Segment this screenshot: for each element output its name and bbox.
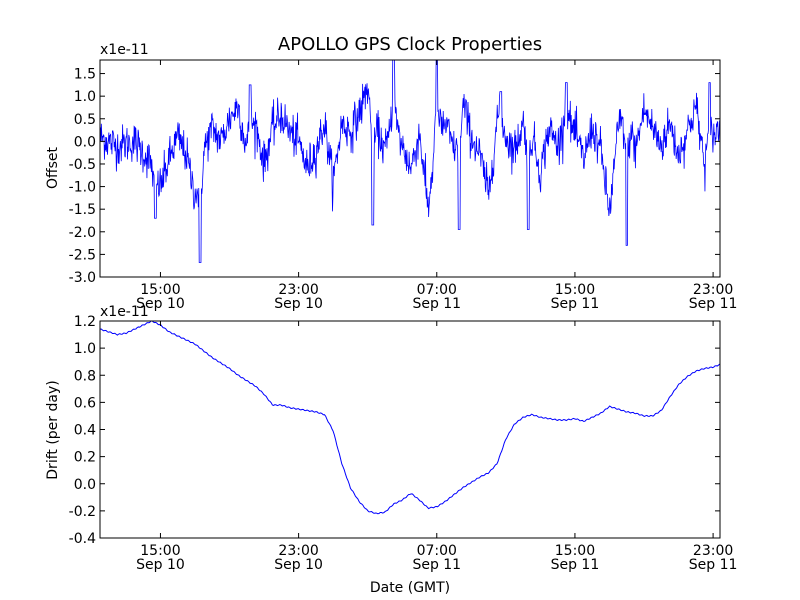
x-tick-date-label: Sep 10 [136,296,185,312]
y-tick-label: 0.5 [74,112,96,128]
x-tick-date-label: Sep 11 [551,296,600,312]
x-axis-label: Date (GMT) [370,580,450,596]
offset-series-line [100,60,720,263]
offset-scale-label: x1e-11 [100,42,149,58]
plot-frame [99,59,721,278]
y-tick-label: 1.2 [74,314,96,330]
x-tick-date-label: Sep 10 [136,557,185,573]
x-tick-time-label: 15:00 [140,282,180,298]
x-tick-time-label: 23:00 [278,543,318,559]
drift-panel: x1e-11 Drift (per day) Date (GMT) -0.4 -0… [45,304,737,596]
drift-series-line [100,321,720,515]
offset-plot-region: -3.0 -2.5 -2.0 -1.5 -1.0 -0.5 0.0 0.5 1.0 1.5 15:0… [69,59,738,312]
y-tick-label: 0.4 [74,423,96,439]
y-tick-label: -1.5 [69,202,96,218]
y-tick-label: 1.0 [74,89,96,105]
x-tick-time-label: 15:00 [555,543,595,559]
y-tick-label: 1.0 [74,341,96,357]
offset-y-axis-label: Offset [45,146,61,189]
x-tick-time-label: 23:00 [693,543,733,559]
x-tick-date-label: Sep 11 [412,557,461,573]
x-tick-date-label: Sep 11 [689,296,738,312]
x-tick-date-label: Sep 11 [412,296,461,312]
y-tick-label: 0.6 [74,395,96,411]
y-tick-label: 1.5 [74,67,96,83]
x-tick-date-label: Sep 10 [274,296,323,312]
y-tick-label: -3.0 [69,270,96,286]
x-tick-time-label: 15:00 [140,543,180,559]
x-tick-date-label: Sep 11 [551,557,600,573]
x-tick-time-label: 23:00 [693,282,733,298]
chart-title: APOLLO GPS Clock Properties [278,34,542,55]
y-tick-label: -2.5 [69,247,96,263]
y-tick-label: 0.0 [74,134,96,150]
offset-panel: APOLLO GPS Clock Properties x1e-11 Offse… [45,34,737,312]
y-tick-label: -0.5 [69,157,96,173]
y-tick-label: 0.2 [74,450,96,466]
y-tick-label: -1.0 [69,180,96,196]
x-tick-date-label: Sep 11 [689,557,738,573]
drift-y-axis-label: Drift (per day) [45,380,61,479]
x-tick-date-label: Sep 10 [274,557,323,573]
x-tick-time-label: 23:00 [278,282,318,298]
y-tick-label: -0.4 [69,531,96,547]
y-tick-label: 0.0 [74,477,96,493]
y-tick-label: 0.8 [74,368,96,384]
x-tick-time-label: 15:00 [555,282,595,298]
x-tick-time-label: 07:00 [417,282,457,298]
y-tick-label: -2.0 [69,225,96,241]
x-tick-time-label: 07:00 [417,543,457,559]
drift-scale-label: x1e-11 [100,304,149,320]
y-tick-label: -0.2 [69,504,96,520]
